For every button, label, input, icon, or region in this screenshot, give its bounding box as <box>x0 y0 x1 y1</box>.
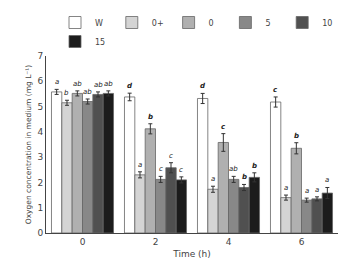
svg-text:a: a <box>284 184 288 192</box>
svg-text:15: 15 <box>95 38 105 47</box>
svg-text:W: W <box>95 19 103 28</box>
svg-text:c: c <box>273 86 278 94</box>
svg-text:7: 7 <box>37 51 43 61</box>
svg-text:1: 1 <box>37 203 43 213</box>
svg-text:0: 0 <box>37 228 43 238</box>
svg-text:6: 6 <box>37 76 43 86</box>
svg-text:0+: 0+ <box>152 19 164 28</box>
svg-text:10: 10 <box>322 19 332 28</box>
svg-text:4: 4 <box>37 127 43 137</box>
svg-text:b: b <box>294 132 299 140</box>
svg-text:d: d <box>127 82 133 90</box>
svg-text:a: a <box>55 78 59 86</box>
svg-text:ab: ab <box>83 88 92 96</box>
svg-text:a: a <box>325 176 329 184</box>
svg-text:a: a <box>211 175 215 183</box>
svg-text:3: 3 <box>37 152 43 162</box>
svg-text:2: 2 <box>153 237 159 247</box>
svg-text:b: b <box>64 89 69 97</box>
svg-text:c: c <box>169 152 173 160</box>
svg-text:0: 0 <box>209 19 214 28</box>
svg-text:d: d <box>200 82 206 90</box>
svg-text:c: c <box>179 166 183 174</box>
svg-text:6: 6 <box>299 237 305 247</box>
svg-text:b: b <box>148 113 153 121</box>
svg-text:Oxygen concentration in medium: Oxygen concentration in medium (mg L⁻¹) <box>24 65 33 225</box>
svg-text:b: b <box>242 173 247 181</box>
svg-text:a: a <box>138 161 142 169</box>
svg-text:Time (h): Time (h) <box>172 249 211 259</box>
svg-text:4: 4 <box>226 237 232 247</box>
svg-text:5: 5 <box>37 102 43 112</box>
svg-text:ab: ab <box>229 165 238 173</box>
svg-text:ab: ab <box>104 80 113 88</box>
svg-text:ab: ab <box>94 81 103 89</box>
svg-text:2: 2 <box>37 178 43 188</box>
svg-text:c: c <box>159 165 163 173</box>
svg-text:ab: ab <box>73 80 82 88</box>
svg-text:0: 0 <box>80 237 86 247</box>
svg-text:a: a <box>305 187 309 195</box>
svg-text:c: c <box>221 123 226 131</box>
svg-text:b: b <box>252 162 257 170</box>
svg-text:a: a <box>315 186 319 194</box>
svg-text:5: 5 <box>265 19 270 28</box>
